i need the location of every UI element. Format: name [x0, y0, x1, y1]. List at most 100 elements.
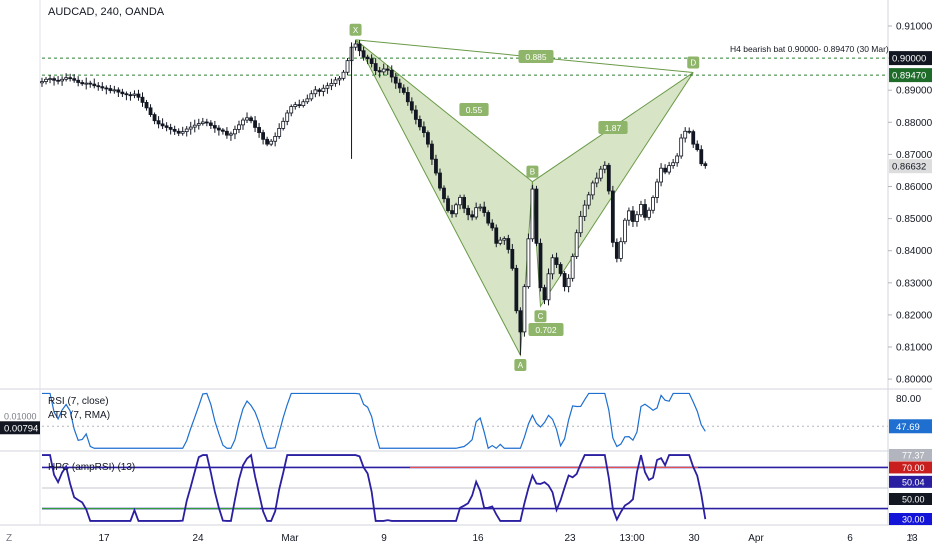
candle-bear — [212, 125, 217, 129]
ratio-badge — [528, 323, 564, 336]
candle-bear — [249, 117, 253, 122]
y-tick-label: 0.85000 — [896, 214, 932, 225]
candle-bull — [301, 101, 306, 107]
pattern-point-x[interactable] — [349, 23, 362, 36]
candle-bull — [458, 197, 462, 206]
ratio-label: 0.55 — [466, 105, 483, 115]
candle-bull — [651, 197, 655, 211]
ratio-label: 0.885 — [525, 52, 547, 62]
candle-bull — [329, 83, 334, 87]
candle-bull — [578, 215, 583, 234]
candle-bull — [639, 204, 643, 216]
candle-bull — [200, 121, 205, 124]
price-label — [889, 159, 932, 174]
candle-bear — [482, 206, 487, 213]
candle-bull — [655, 181, 659, 198]
candle-bear — [405, 92, 410, 103]
candle-bear — [373, 63, 378, 72]
rsi-label[interactable]: RSI (7, close) — [48, 396, 109, 407]
corner-right: A — [908, 533, 915, 544]
symbol-header[interactable]: AUDCAD, 240, OANDA — [48, 6, 165, 18]
y-tick-label: 0.80000 — [896, 375, 932, 386]
candle-bear — [56, 79, 60, 82]
hpc-axis-label — [889, 449, 932, 461]
x-tick-label: 13:00 — [619, 533, 644, 544]
candle-bear — [156, 120, 161, 125]
candle-bull — [623, 219, 627, 243]
candle-bear — [168, 127, 173, 130]
candle-bear — [438, 172, 442, 189]
candle-bear — [88, 82, 93, 85]
candle-bear — [369, 58, 374, 64]
candle-bull — [683, 130, 688, 139]
candle-bull — [618, 241, 623, 259]
candle-bear — [172, 128, 177, 132]
price-label — [889, 68, 932, 83]
candle-bull — [64, 77, 69, 80]
candle-bear — [96, 85, 101, 88]
candle-bull — [44, 78, 48, 82]
x-tick-label: Mar — [281, 533, 299, 544]
x-tick-label: 17 — [98, 533, 110, 544]
candle-bear — [361, 50, 366, 58]
atr-label[interactable]: ATR (7, RMA) — [48, 410, 111, 421]
candle-bull — [48, 78, 52, 81]
candle-bull — [40, 81, 44, 84]
candle-bear — [558, 264, 563, 274]
y-tick-label: 0.82000 — [896, 310, 932, 321]
ratio-label: 0.702 — [535, 325, 557, 335]
pattern-point-b[interactable] — [526, 165, 539, 178]
candle-bull — [273, 136, 278, 142]
candle-bear — [144, 101, 149, 109]
candle-bear — [409, 101, 414, 111]
candle-bear — [365, 56, 370, 60]
pattern-point-d[interactable] — [687, 56, 700, 69]
candle-bull — [574, 232, 579, 257]
candle-bear — [434, 158, 438, 174]
candle-bull — [313, 89, 318, 95]
candle-bear — [317, 89, 322, 92]
candle-bear — [486, 212, 491, 224]
hpc-axis-label-text: 50.00 — [902, 495, 925, 505]
rsi-line[interactable] — [42, 392, 706, 450]
candle-bear — [506, 238, 511, 250]
candle-bull — [522, 286, 527, 333]
hpc-label[interactable]: HPC (ampRSI) (13) — [48, 462, 136, 473]
hpc-line[interactable] — [42, 453, 707, 522]
hpc-axis-label-text: 30.00 — [902, 515, 925, 525]
candle-bear — [663, 167, 667, 173]
candle-bear — [160, 123, 165, 127]
candle-bull — [530, 188, 535, 240]
candle-bull — [478, 206, 483, 209]
candle-bull — [590, 182, 595, 196]
y-tick-label: 0.89000 — [896, 86, 932, 97]
candle-bear — [510, 249, 515, 269]
candle-bull — [285, 112, 290, 122]
candle-bull — [602, 164, 607, 170]
y-tick-label: 0.81000 — [896, 343, 932, 354]
candle-bear — [164, 125, 169, 128]
candle-bear — [148, 107, 153, 115]
candle-bear — [610, 190, 615, 243]
candle-bull — [502, 238, 507, 241]
candle-bear — [108, 88, 113, 91]
candle-bear — [542, 287, 547, 301]
candle-bear — [494, 227, 499, 244]
candle-bear — [176, 130, 181, 134]
candle-bear — [72, 78, 77, 81]
candle-bear — [397, 82, 402, 89]
candle-bear — [92, 83, 97, 87]
pattern-point-c[interactable] — [534, 310, 547, 323]
rsi-tick: 80.00 — [896, 394, 921, 405]
pattern-point-a[interactable] — [514, 359, 527, 372]
rsi-value-text: 47.69 — [896, 422, 920, 433]
candle-bear — [691, 131, 696, 145]
corner-left: Z — [6, 533, 12, 544]
candle-bull — [277, 127, 282, 137]
candle-bear — [466, 207, 471, 216]
candle-bear — [68, 77, 73, 80]
candle-bull — [546, 273, 551, 301]
candle-bear — [204, 121, 209, 124]
pattern-point-label: D — [690, 59, 696, 68]
candle-bear — [208, 122, 213, 126]
